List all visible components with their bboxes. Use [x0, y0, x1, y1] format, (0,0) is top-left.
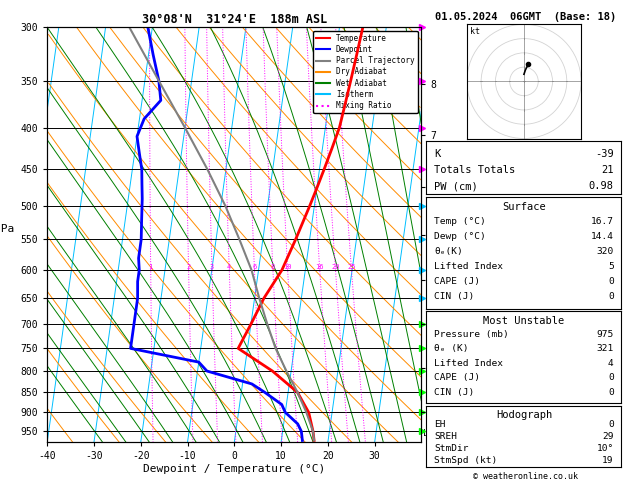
Text: 01.05.2024  06GMT  (Base: 18): 01.05.2024 06GMT (Base: 18) — [435, 12, 616, 22]
Text: SREH: SREH — [434, 432, 457, 441]
Text: StmSpd (kt): StmSpd (kt) — [434, 456, 498, 465]
Text: 0: 0 — [608, 388, 614, 397]
Text: © weatheronline.co.uk: © weatheronline.co.uk — [473, 472, 577, 481]
Text: 3: 3 — [210, 264, 214, 270]
Y-axis label: km
ASL: km ASL — [452, 235, 470, 256]
Text: 10°: 10° — [596, 444, 614, 453]
Text: 320: 320 — [596, 247, 614, 256]
Text: 21: 21 — [601, 165, 614, 175]
Text: 321: 321 — [596, 344, 614, 353]
Text: Lifted Index: Lifted Index — [434, 359, 503, 368]
X-axis label: Dewpoint / Temperature (°C): Dewpoint / Temperature (°C) — [143, 464, 325, 474]
Text: K: K — [434, 149, 440, 159]
Text: LCL: LCL — [423, 429, 439, 438]
Text: -39: -39 — [595, 149, 614, 159]
Text: Pressure (mb): Pressure (mb) — [434, 330, 509, 339]
Text: θₑ(K): θₑ(K) — [434, 247, 463, 256]
Text: kt: kt — [470, 27, 480, 36]
Text: StmDir: StmDir — [434, 444, 469, 453]
Text: CIN (J): CIN (J) — [434, 293, 474, 301]
Text: Dewp (°C): Dewp (°C) — [434, 232, 486, 241]
Legend: Temperature, Dewpoint, Parcel Trajectory, Dry Adiabat, Wet Adiabat, Isotherm, Mi: Temperature, Dewpoint, Parcel Trajectory… — [313, 31, 418, 113]
Text: Lifted Index: Lifted Index — [434, 262, 503, 271]
Text: 16: 16 — [316, 264, 324, 270]
Text: 14.4: 14.4 — [591, 232, 614, 241]
Text: 0.98: 0.98 — [589, 181, 614, 191]
Text: 20: 20 — [331, 264, 340, 270]
Text: 0: 0 — [608, 293, 614, 301]
Text: Totals Totals: Totals Totals — [434, 165, 516, 175]
Text: PW (cm): PW (cm) — [434, 181, 478, 191]
Text: θₑ (K): θₑ (K) — [434, 344, 469, 353]
Text: 5: 5 — [608, 262, 614, 271]
Text: Temp (°C): Temp (°C) — [434, 217, 486, 226]
Text: 6: 6 — [252, 264, 257, 270]
Text: Surface: Surface — [502, 203, 546, 212]
Text: 29: 29 — [602, 432, 614, 441]
Y-axis label: hPa: hPa — [0, 225, 14, 235]
Text: CIN (J): CIN (J) — [434, 388, 474, 397]
Text: 0: 0 — [608, 278, 614, 286]
Text: 25: 25 — [347, 264, 356, 270]
Text: 2: 2 — [186, 264, 191, 270]
Text: 19: 19 — [602, 456, 614, 465]
Text: Mixing Ratio (g/kg): Mixing Ratio (g/kg) — [484, 204, 493, 306]
Text: CAPE (J): CAPE (J) — [434, 373, 481, 382]
Text: CAPE (J): CAPE (J) — [434, 278, 481, 286]
Text: 4: 4 — [227, 264, 231, 270]
Text: 0: 0 — [608, 420, 614, 430]
Title: 30°08'N  31°24'E  188m ASL: 30°08'N 31°24'E 188m ASL — [142, 13, 327, 26]
Text: Most Unstable: Most Unstable — [483, 316, 565, 326]
Text: 975: 975 — [596, 330, 614, 339]
Text: 1: 1 — [148, 264, 153, 270]
Text: 10: 10 — [284, 264, 292, 270]
Text: EH: EH — [434, 420, 446, 430]
Text: 16.7: 16.7 — [591, 217, 614, 226]
Text: 8: 8 — [271, 264, 275, 270]
Text: 0: 0 — [608, 373, 614, 382]
Text: Hodograph: Hodograph — [496, 410, 552, 420]
Text: 4: 4 — [608, 359, 614, 368]
